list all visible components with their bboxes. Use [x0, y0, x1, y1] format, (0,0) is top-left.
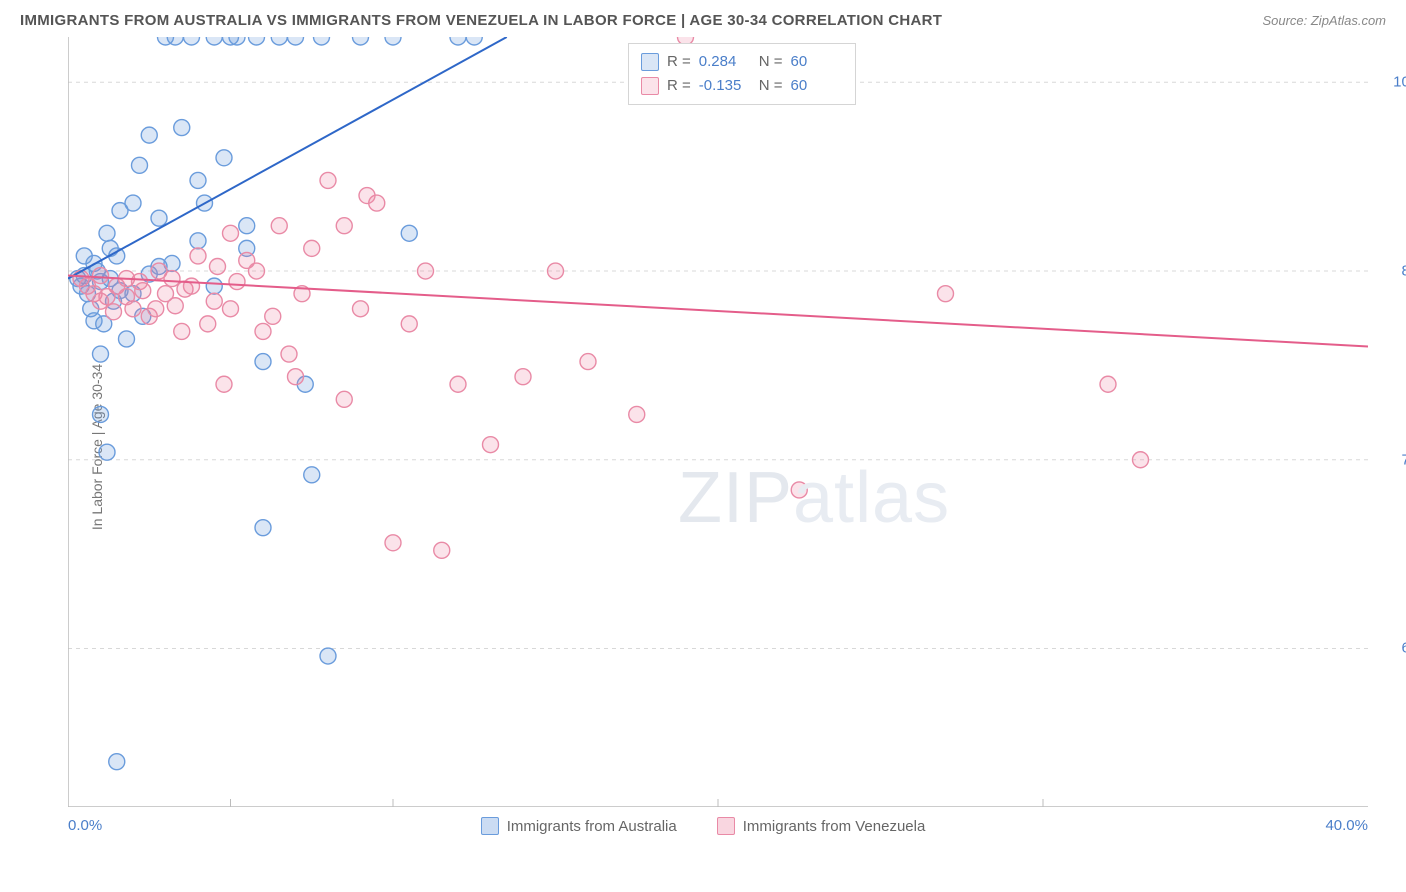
r-value: 0.284	[699, 50, 751, 74]
n-value: 60	[791, 50, 843, 74]
series-legend: Immigrants from Australia Immigrants from…	[20, 817, 1386, 835]
legend-swatch	[717, 817, 735, 835]
stats-swatch	[641, 53, 659, 71]
legend-item: Immigrants from Australia	[481, 817, 677, 835]
r-label: R =	[667, 50, 691, 74]
correlation-stats-legend: R = 0.284 N = 60 R = -0.135 N = 60	[628, 43, 856, 105]
source-attribution: Source: ZipAtlas.com	[1262, 13, 1386, 28]
y-tick-labels: 62.5% 75.0% 87.5% 100.0%	[1368, 37, 1406, 807]
legend-label: Immigrants from Australia	[507, 818, 677, 835]
stats-swatch	[641, 77, 659, 95]
chart-container: In Labor Force | Age 30-34 62.5%75.0%87.…	[20, 37, 1386, 857]
n-label: N =	[759, 74, 783, 98]
r-value: -0.135	[699, 74, 751, 98]
scatter-plot	[68, 37, 1368, 807]
title-bar: IMMIGRANTS FROM AUSTRALIA VS IMMIGRANTS …	[0, 0, 1406, 37]
y-tick-label: 100.0%	[1393, 74, 1406, 91]
stats-row: R = 0.284 N = 60	[641, 50, 843, 74]
y-tick-label: 62.5%	[1401, 640, 1406, 657]
n-label: N =	[759, 50, 783, 74]
chart-title: IMMIGRANTS FROM AUSTRALIA VS IMMIGRANTS …	[20, 12, 942, 29]
n-value: 60	[791, 74, 843, 98]
r-label: R =	[667, 74, 691, 98]
legend-label: Immigrants from Venezuela	[743, 818, 926, 835]
stats-row: R = -0.135 N = 60	[641, 74, 843, 98]
legend-swatch	[481, 817, 499, 835]
y-tick-label: 87.5%	[1401, 263, 1406, 280]
legend-item: Immigrants from Venezuela	[717, 817, 926, 835]
y-tick-label: 75.0%	[1401, 451, 1406, 468]
